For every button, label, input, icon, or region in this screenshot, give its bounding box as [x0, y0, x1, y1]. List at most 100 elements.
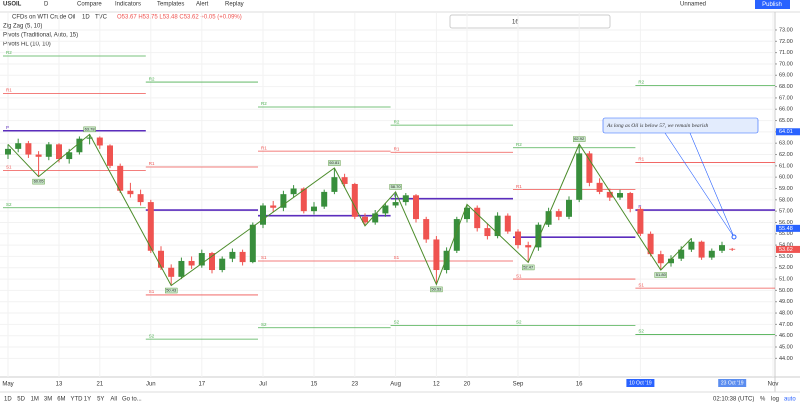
range-button[interactable]: All [110, 397, 117, 403]
pivot-label: R1 [6, 88, 12, 93]
candle-body [137, 194, 144, 203]
pivot-label: S1 [516, 273, 522, 278]
callout-text: As long as Oil is below 57, we remain be… [606, 123, 708, 129]
y-tick-label: 65.00 [779, 118, 793, 124]
publish-bg[interactable] [755, 0, 790, 9]
pivot-label: R2 [394, 119, 400, 124]
candle-body [627, 193, 634, 209]
candle-body [86, 137, 93, 139]
candle-body [147, 202, 154, 251]
range-button[interactable]: 6M [57, 397, 65, 403]
candle-body [15, 143, 22, 149]
candle-body [402, 195, 409, 203]
x-tick-label: 12 [433, 382, 440, 388]
candle-body [35, 154, 42, 157]
candle-body [596, 182, 603, 192]
font-size[interactable]: 16 [512, 20, 519, 26]
candle-body [321, 191, 328, 207]
candle-body [331, 177, 338, 192]
candle-body [198, 253, 205, 266]
auto-toggle[interactable]: auto [784, 397, 796, 403]
percent-toggle[interactable]: % [760, 397, 766, 403]
y-tick-label: 61.00 [779, 163, 793, 169]
clock: 02:10:38 (UTC) [713, 397, 754, 403]
x-tick-label: 17 [198, 382, 205, 388]
zigzag-label-bg [654, 272, 667, 278]
range-button[interactable]: 3M [44, 397, 52, 403]
zigzag-label: 51.80 [656, 272, 667, 277]
range-button[interactable]: 1D [4, 397, 12, 403]
y-tick-label: 52.00 [779, 265, 793, 271]
x-tick-label: May [2, 382, 13, 388]
y-tick-label: 69.00 [779, 73, 793, 79]
y-tick-label: 62.00 [779, 152, 793, 158]
price-mark-label: 53.62 [779, 247, 793, 253]
candle-body [668, 258, 674, 264]
pivot-label: R2 [261, 101, 267, 106]
y-tick-label: 54.00 [779, 243, 793, 249]
candle-body [219, 258, 226, 271]
pivot-label: R1 [394, 146, 400, 151]
y-tick-label: 57.00 [779, 209, 793, 215]
range-button[interactable]: 1M [31, 397, 39, 403]
x-tick-label: 15 [311, 382, 318, 388]
goto[interactable]: Go to... [122, 397, 142, 403]
candle-body [178, 260, 185, 277]
candle-body [188, 260, 195, 266]
x-tick-label: 13 [56, 382, 63, 388]
symbol[interactable]: USOIL [3, 2, 22, 8]
candle-body [464, 207, 470, 220]
candle-body [494, 215, 501, 237]
range-button[interactable]: 5Y [97, 397, 104, 403]
layout-name[interactable]: Unnamed [680, 2, 706, 8]
indicators-button[interactable]: Indicators [115, 2, 141, 8]
candle-body [504, 215, 511, 232]
pivot-label: S1 [6, 165, 12, 170]
templates-button[interactable]: Templates [157, 2, 184, 8]
candle-body [484, 228, 491, 237]
legend-source: TVC [95, 15, 108, 21]
candle-body [249, 224, 256, 263]
range-button[interactable]: 5D [17, 397, 25, 403]
zigzag-line [7, 133, 692, 287]
interval[interactable]: D [44, 2, 49, 8]
callout-box [602, 117, 759, 134]
candle-body [382, 205, 389, 214]
candle-body [729, 248, 736, 250]
callout-handle [731, 234, 737, 240]
pivot-label: S2 [638, 329, 644, 334]
zigzag-label: 52.47 [523, 264, 534, 269]
replay-button[interactable]: Replay [225, 2, 244, 8]
alert-button[interactable]: Alert [196, 2, 209, 8]
zigzag-label-bg [522, 264, 535, 271]
compare-button[interactable]: Compare [77, 2, 102, 8]
candle-body [56, 144, 62, 160]
y-tick-label: 66.00 [779, 107, 793, 113]
price-mark [776, 245, 800, 253]
range-button[interactable]: YTD [71, 397, 84, 403]
range-button[interactable]: 1Y [84, 397, 91, 403]
candle-body [300, 188, 307, 212]
y-tick-label: 60.00 [779, 175, 793, 181]
candle-body [25, 143, 32, 155]
zigzag-label-bg [573, 136, 586, 142]
candle-body [474, 207, 481, 229]
candle-body [413, 195, 419, 220]
candle-body [290, 188, 297, 195]
pivot-label: S2 [516, 320, 522, 325]
zigzag-label-bg [32, 178, 45, 185]
legend-ohlc: O53.67 H53.75 L53.48 C53.62 +0.05 (+0.09… [117, 15, 242, 21]
y-tick-label: 55.00 [779, 231, 793, 237]
publish-button[interactable]: Publish [762, 2, 782, 8]
top-bar [0, 0, 800, 12]
candle-body [311, 206, 317, 212]
candle-body [66, 152, 73, 160]
candle-body [586, 153, 593, 183]
price-mark-label: 64.01 [779, 129, 793, 135]
zigzag-label: 50.53 [431, 286, 442, 291]
log-toggle[interactable]: log [771, 397, 779, 403]
pivot-label: R1 [261, 145, 267, 150]
legend-interval: 1D [82, 15, 90, 21]
candle-body [5, 148, 11, 155]
date-mark-label: 23 Oct '19 [721, 380, 744, 386]
